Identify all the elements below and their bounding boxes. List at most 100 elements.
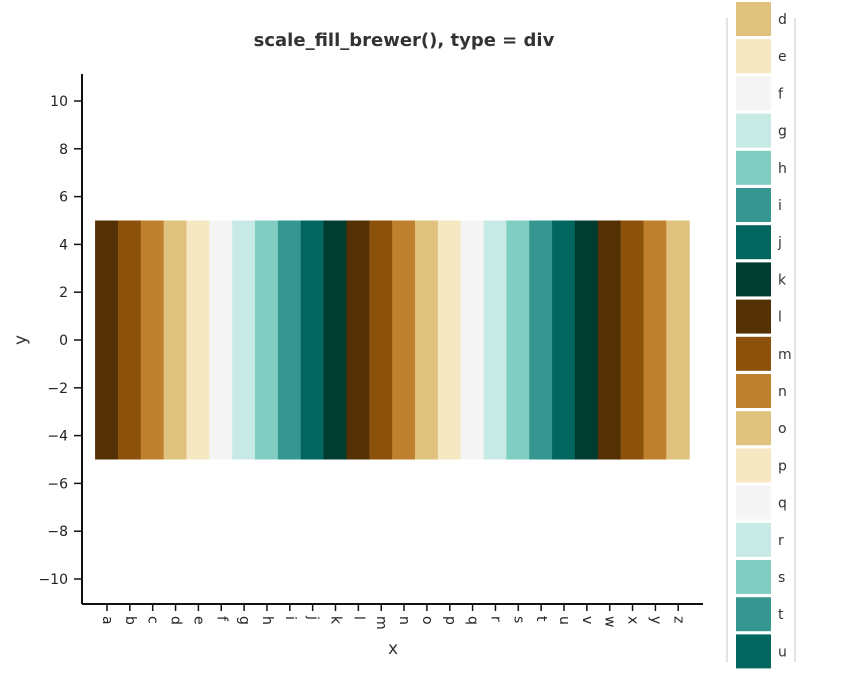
y-tick-label-10: 10 — [50, 94, 68, 110]
legend[interactable]: d e f g h i j k l m n o p q r s t u — [726, 2, 796, 669]
x-tick-label-h: h — [259, 616, 275, 625]
legend-label-f: f — [778, 86, 784, 102]
x-tick-label-a: a — [99, 616, 115, 625]
legend-key-q — [736, 485, 771, 520]
x-tick-label-r: r — [487, 616, 503, 622]
legend-key-k — [736, 262, 771, 297]
legend-label-i: i — [778, 198, 782, 214]
legend-label-h: h — [778, 161, 787, 177]
legend-label-l: l — [778, 310, 782, 326]
bar-k — [323, 220, 348, 460]
legend-label-n: n — [778, 384, 787, 400]
x-tick-label-o: o — [419, 616, 435, 625]
legend-key-n — [736, 374, 771, 408]
bar-a — [95, 220, 119, 460]
legend-key-g — [736, 113, 771, 148]
legend-label-r: r — [778, 533, 784, 549]
legend-key-l — [736, 299, 771, 334]
x-tick-label-j: j — [305, 615, 321, 620]
y-tick-label-0: 0 — [59, 333, 68, 349]
bar-t — [529, 220, 553, 460]
bar-z — [666, 220, 690, 460]
legend-key-m — [736, 336, 771, 371]
bar-w — [597, 220, 622, 460]
y-tick-label-4: 4 — [59, 237, 68, 253]
y-tick-label-8: 8 — [59, 142, 68, 158]
bar-v — [574, 220, 599, 460]
bar-l — [346, 220, 370, 460]
bar-g — [232, 220, 256, 460]
legend-label-d: d — [778, 12, 787, 28]
legend-label-u: u — [778, 644, 787, 660]
y-tick-label--2: −2 — [47, 381, 68, 397]
legend-label-g: g — [778, 124, 787, 140]
bar-e — [186, 220, 210, 460]
bar-h — [255, 220, 279, 460]
legend-label-s: s — [778, 570, 785, 586]
legend-key-r — [736, 522, 771, 557]
x-tick-label-n: n — [396, 616, 412, 625]
x-tick-label-b: b — [122, 616, 138, 625]
legend-key-s — [736, 560, 771, 594]
legend-key-o — [736, 411, 771, 446]
legend-key-j — [736, 225, 771, 260]
y-tick-label-2: 2 — [59, 285, 68, 301]
bar-j — [300, 220, 325, 460]
legend-label-e: e — [778, 49, 787, 65]
x-tick-label-k: k — [328, 616, 344, 625]
legend-label-o: o — [778, 421, 787, 437]
x-tick-label-q: q — [465, 616, 481, 625]
y-tick-label--8: −8 — [47, 524, 68, 540]
x-tick-label-g: g — [236, 616, 252, 625]
y-tick-label-6: 6 — [59, 190, 68, 206]
bar-s — [506, 220, 530, 460]
bar-p — [437, 220, 462, 460]
x-tick-label-v: v — [579, 616, 595, 624]
legend-label-j: j — [777, 235, 782, 251]
x-tick-label-l: l — [350, 616, 366, 620]
legend-label-t: t — [778, 607, 784, 623]
x-tick-label-t: t — [533, 616, 549, 622]
bar-c — [140, 220, 165, 460]
y-tick-label--10: −10 — [38, 572, 68, 588]
legend-items: d e f g h i j k l m n o p q r s t u — [736, 2, 792, 669]
legend-key-d — [736, 2, 771, 36]
x-tick-label-z: z — [670, 616, 686, 623]
x-tick-label-w: w — [602, 616, 618, 627]
bar-d — [163, 220, 188, 460]
bar-y — [643, 220, 667, 460]
x-tick-label-e: e — [190, 616, 206, 625]
bar-i — [277, 220, 302, 460]
legend-label-p: p — [778, 458, 787, 474]
legend-key-p — [736, 448, 771, 483]
bar-b — [117, 220, 142, 460]
legend-label-q: q — [778, 496, 787, 512]
y-tick-label--6: −6 — [47, 476, 68, 492]
bar-f — [209, 220, 233, 460]
legend-label-m: m — [778, 347, 792, 363]
bars — [95, 220, 690, 460]
x-tick-label-p: p — [442, 616, 458, 625]
x-tick-label-i: i — [282, 616, 298, 620]
x-tick-label-m: m — [373, 616, 389, 630]
bar-n — [392, 220, 416, 460]
y-axis-title: y — [11, 335, 31, 345]
x-tick-label-u: u — [556, 616, 572, 625]
x-tick-label-f: f — [213, 616, 229, 622]
legend-key-h — [736, 150, 771, 185]
legend-label-k: k — [778, 272, 787, 288]
bar-m — [369, 220, 393, 460]
bar-o — [414, 220, 439, 460]
x-tick-label-c: c — [145, 616, 161, 624]
chart-title: scale_fill_brewer(), type = div — [254, 30, 555, 51]
bar-u — [552, 220, 576, 460]
x-tick-label-s: s — [510, 616, 526, 623]
bar-x — [620, 220, 645, 460]
y-tick-label--4: −4 — [47, 429, 68, 445]
x-tick-label-y: y — [647, 616, 663, 624]
x-tick-label-d: d — [168, 616, 184, 625]
bar-q — [460, 220, 485, 460]
bar-r — [483, 220, 507, 460]
